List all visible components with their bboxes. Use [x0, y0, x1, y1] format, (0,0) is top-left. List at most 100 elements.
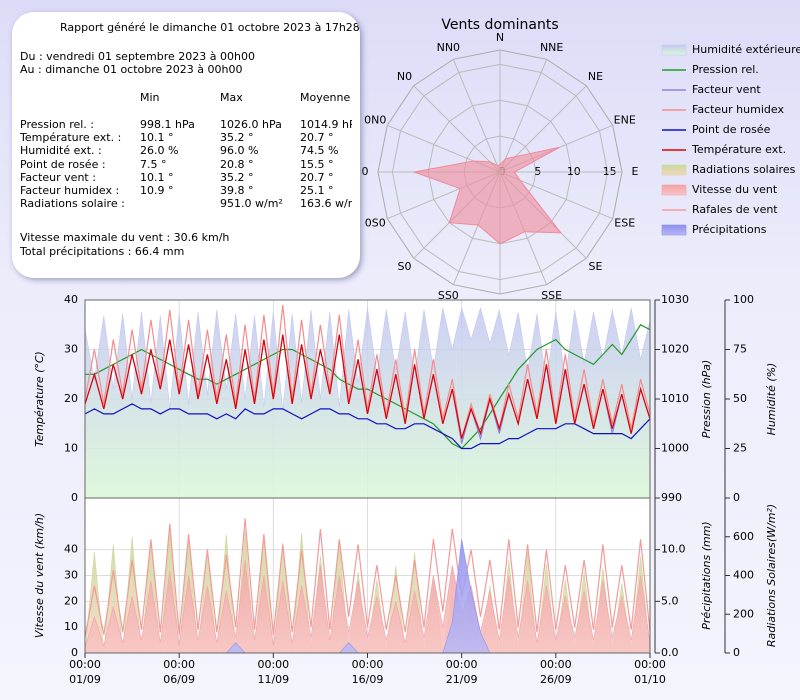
y3-tick-label: 50 — [733, 392, 747, 405]
stat-value: 10.1 ° — [140, 170, 174, 184]
report-title: Rapport généré le dimanche 01 octobre 20… — [60, 21, 360, 34]
legend-label: Radiations solaires — [692, 163, 796, 176]
stat-value: 15.5 ° — [300, 157, 334, 171]
stat-value: 35.2 ° — [220, 170, 254, 184]
row-label: Radiations solaire : — [20, 197, 125, 211]
radar-direction-label: E — [632, 165, 639, 178]
legend-swatch — [661, 44, 687, 56]
y2-tick-label: 5.0 — [661, 594, 679, 607]
column-header: Max — [220, 91, 243, 104]
radar-direction-label: SS0 — [438, 289, 459, 302]
period-from: Du : vendredi 01 septembre 2023 à 00h00 — [20, 50, 255, 63]
x-tick-label: 00:00 16/09 — [351, 658, 384, 686]
radar-spoke — [499, 59, 548, 173]
stat-value: 163.6 w/m² — [300, 197, 352, 211]
line-series — [84, 403, 651, 450]
radar-area — [411, 146, 562, 245]
y-tick-label: 20 — [64, 594, 78, 607]
y-tick-label: 10 — [64, 442, 78, 455]
y-tick-label: 10 — [64, 620, 78, 633]
y3-tick-label: 0 — [733, 646, 740, 659]
y-tick-label: 30 — [64, 569, 78, 582]
y3-tick-label: 400 — [733, 569, 754, 582]
radar-direction-label: NE — [588, 70, 603, 83]
area-series — [84, 559, 651, 654]
radar-direction-label: SSE — [541, 289, 562, 302]
radar-spoke — [413, 85, 501, 173]
legend-label: Vitesse du vent — [692, 183, 778, 196]
row-label: Facteur humidex : — [20, 184, 120, 197]
column-header: Moyenne — [300, 91, 351, 104]
radar-direction-label: NNE — [540, 41, 563, 54]
stat-value: 20.7 ° — [300, 170, 334, 184]
row-label: Pression rel. : — [20, 118, 95, 131]
row-label: Humidité ext. : — [20, 144, 102, 158]
stat-value: 1014.9 hPa — [300, 118, 352, 131]
legend-swatch — [661, 184, 687, 196]
y-tick-label: 30 — [64, 343, 78, 356]
stat-value: 26.0 % — [140, 144, 179, 158]
x-tick-label: 00:00 06/09 — [163, 658, 195, 686]
line-series — [84, 518, 651, 638]
y2-axis-title: Précipitations (mm) — [700, 521, 713, 629]
radar-title: Vents dominants — [441, 17, 558, 33]
stat-value: 20.8 ° — [220, 157, 254, 171]
stat-value: 39.8 ° — [220, 184, 254, 197]
y3-axis-title: Radiations Solaires(W/m²) — [765, 504, 778, 647]
stat-value: 1026.0 hPa — [220, 118, 282, 131]
line-series — [85, 324, 651, 450]
legend-swatch — [661, 164, 687, 176]
legend-swatch — [661, 224, 687, 236]
radar-direction-label: 0 — [362, 165, 369, 178]
stat-value: 10.1 ° — [140, 131, 174, 145]
line-series — [84, 334, 651, 439]
y3-tick-label: 100 — [733, 293, 754, 306]
stat-value: 96.0 % — [220, 144, 259, 158]
x-tick-label: 00:00 11/09 — [257, 658, 290, 686]
y2-tick-label: 0.0 — [661, 646, 679, 659]
column-header: Min — [140, 91, 160, 104]
x-tick-label: 00:00 01/10 — [634, 658, 666, 686]
radar-spoke — [452, 59, 501, 173]
y3-axis-title: Humidité (%) — [765, 363, 778, 436]
y-tick-label: 0 — [71, 646, 78, 659]
legend-label: Facteur vent — [692, 83, 761, 96]
y2-tick-label: 1020 — [661, 343, 689, 356]
row-label: Facteur vent : — [20, 170, 96, 184]
y3-tick-label: 600 — [733, 530, 754, 543]
line-series — [84, 304, 651, 439]
stat-value: 74.5 % — [300, 144, 339, 158]
legend-label: Température ext. — [691, 143, 786, 156]
y-tick-label: 40 — [64, 543, 78, 556]
y2-tick-label: 1030 — [661, 293, 689, 306]
legend-label: Point de rosée — [692, 123, 771, 136]
y2-axis-title: Pression (hPa) — [700, 360, 713, 439]
period-to: Au : dimanche 01 octobre 2023 à 00h00 — [20, 63, 243, 76]
y2-tick-label: 990 — [661, 491, 682, 504]
radar-direction-label: 0N0 — [364, 114, 386, 127]
stat-value: 20.7 ° — [300, 131, 334, 145]
y-tick-label: 40 — [64, 293, 78, 306]
x-tick-label: 00:00 01/09 — [69, 658, 101, 686]
radar-direction-label: ENE — [614, 114, 636, 127]
stat-value: 7.5 ° — [140, 157, 167, 171]
radar-direction-label: ESE — [614, 216, 635, 229]
report-box: Rapport généré le dimanche 01 octobre 20… — [12, 12, 360, 278]
y3-tick-label: 75 — [733, 343, 747, 356]
row-label: Point de rosée : — [20, 157, 106, 171]
radar-direction-label: NN0 — [437, 41, 460, 54]
y3-tick-label: 25 — [733, 442, 747, 455]
stat-value: 10.9 ° — [140, 184, 174, 197]
max-wind: Vitesse maximale du vent : 30.6 km/h — [20, 231, 230, 244]
legend-label: Précipitations — [692, 223, 767, 236]
radar-direction-label: N0 — [397, 70, 412, 83]
y2-tick-label: 10.0 — [661, 543, 686, 556]
y3-tick-label: 0 — [733, 491, 740, 504]
area-series — [84, 306, 651, 499]
y-tick-label: 20 — [64, 392, 78, 405]
radar-direction-label: 0S0 — [365, 216, 386, 229]
total-precip: Total précipitations : 66.4 mm — [20, 245, 185, 258]
y-tick-label: 0 — [71, 491, 78, 504]
